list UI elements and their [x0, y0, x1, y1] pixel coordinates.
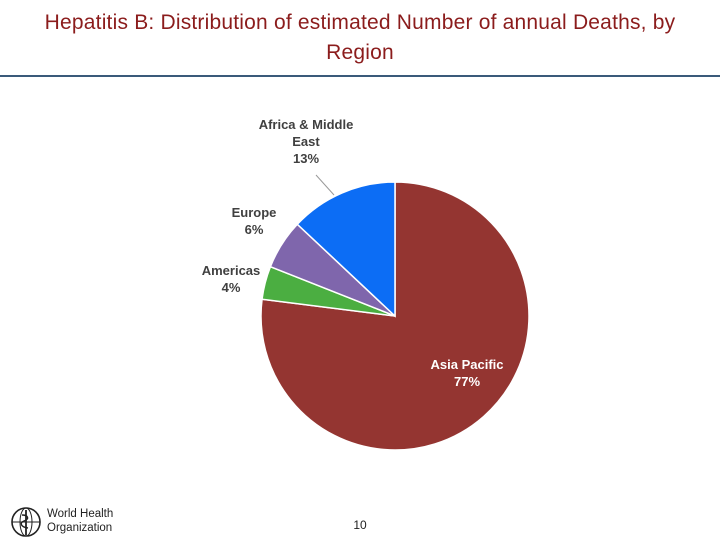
who-logo-text: World Health Organization [47, 507, 113, 535]
value-label-africa-and-middle-east: 13% [293, 151, 319, 166]
leader-line-africa-and-middle-east [315, 174, 335, 196]
who-logo-line1: World Health [47, 508, 114, 520]
who-logo: World Health Organization [10, 506, 120, 538]
page-number: 10 [353, 518, 367, 532]
value-label-asia-pacific: 77% [454, 374, 480, 389]
category-label-asia-pacific: Asia Pacific [431, 357, 504, 372]
pie-slice-africa-and-middle-east [296, 181, 396, 318]
title-divider [0, 75, 720, 77]
category-label-americas: Americas [202, 263, 261, 278]
slide-title: Hepatitis B: Distribution of estimated N… [44, 11, 676, 64]
data-label-europe: Europe 6% [232, 205, 277, 237]
category-label-africa-and-middle-east: East [292, 134, 320, 149]
data-label-africa-and-middle-east: Africa & Middle East 13% [259, 117, 354, 166]
category-label-africa-and-middle-east: Africa & Middle [259, 117, 354, 132]
data-label-americas: Americas 4% [202, 263, 261, 295]
value-label-europe: 6% [245, 222, 264, 237]
who-logo-line2: Organization [47, 522, 113, 534]
who-emblem-icon [11, 507, 41, 537]
value-label-americas: 4% [222, 280, 241, 295]
data-label-asia-pacific: Asia Pacific 77% [431, 357, 504, 389]
category-label-europe: Europe [232, 205, 277, 220]
